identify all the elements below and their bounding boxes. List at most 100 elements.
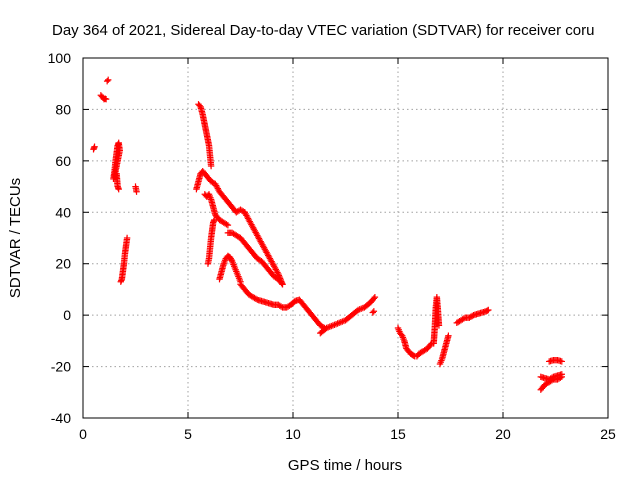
data-point-dense [352, 308, 359, 316]
data-point-dense [298, 299, 305, 306]
data-point-dense [346, 314, 353, 321]
data-point-dense [557, 357, 564, 365]
data-point-dense [209, 202, 216, 209]
data-point-dense [260, 260, 267, 267]
data-point-dense [220, 262, 227, 269]
y-tick-label: 60 [55, 153, 71, 169]
data-point-dense [201, 170, 208, 177]
data-point-dense [265, 299, 272, 307]
data-point-dense [236, 276, 243, 284]
series-s7 [195, 101, 215, 170]
data-point-dense [207, 161, 215, 168]
data-point-dense [277, 303, 285, 310]
series-s23 [546, 356, 565, 365]
data-point-dense [207, 194, 214, 201]
data-point-dense [114, 181, 121, 189]
data-point-dense [133, 186, 140, 194]
data-point-dense [234, 271, 241, 279]
series-s17 [394, 324, 435, 360]
data-point-dense [459, 316, 466, 323]
series-s13 [241, 209, 286, 288]
x-tick-label: 20 [495, 426, 511, 442]
series-s8 [193, 167, 248, 216]
data-point-dense [230, 261, 237, 268]
data-point-dense [239, 283, 246, 291]
data-point [485, 306, 492, 314]
axis-ticks: 0 5 10 15 20 25 -40 -20 0 20 40 60 80 100 [48, 50, 616, 442]
data-point-dense [196, 102, 203, 109]
data-point-dense [252, 252, 259, 260]
data-point-dense [194, 179, 202, 187]
data-point-dense [227, 229, 234, 237]
y-tick-label: 80 [55, 101, 71, 117]
data-point-dense [427, 341, 434, 348]
data-point-dense [302, 304, 309, 311]
data-point-dense [400, 335, 407, 343]
y-tick-label: 40 [55, 204, 71, 220]
data-marks [90, 76, 565, 393]
x-tick-label: 10 [285, 426, 301, 442]
data-point-dense [205, 175, 213, 183]
data-point-dense [123, 236, 131, 243]
chart-title: Day 364 of 2021, Sidereal Day-to-day VTE… [52, 22, 594, 39]
data-point-dense [548, 374, 556, 381]
data-point [105, 76, 112, 84]
series-s20 [453, 306, 492, 327]
x-axis-label: GPS time / hours [288, 457, 402, 474]
data-point-dense [228, 256, 235, 264]
data-point-dense [222, 196, 229, 203]
data-point-dense [557, 371, 564, 378]
data-point [103, 77, 111, 85]
data-point-dense [320, 326, 328, 334]
data-point-dense [273, 301, 281, 309]
data-point-dense [268, 270, 276, 278]
data-point-dense [217, 217, 225, 225]
data-point-dense [328, 322, 335, 330]
data-point-dense [232, 266, 239, 273]
data-point-dense [231, 206, 238, 213]
data-point-dense [261, 298, 268, 306]
data-point-dense [90, 144, 98, 152]
series-s18 [430, 293, 443, 347]
data-point [370, 308, 378, 315]
data-point-dense [310, 314, 318, 321]
data-point-dense [467, 313, 474, 321]
data-point-dense [114, 184, 122, 192]
data-point-dense [252, 295, 260, 303]
data-point-dense [426, 342, 433, 350]
data-point-dense [196, 172, 204, 179]
data-point-dense [442, 341, 450, 349]
data-point-dense [230, 230, 237, 237]
data-point-dense [218, 191, 225, 198]
data-point-dense [247, 247, 255, 255]
data-point-dense [282, 304, 289, 311]
series-s5 [117, 234, 131, 285]
y-tick-label: 0 [63, 307, 71, 323]
data-point-dense [318, 323, 325, 330]
data-point-dense [251, 294, 258, 302]
y-axis-label: SDTVAR / TECUs [7, 178, 24, 298]
data-point-dense [364, 301, 372, 308]
series-s9 [201, 191, 232, 229]
data-point-dense [410, 352, 417, 359]
data-point [369, 309, 376, 316]
y-tick-label: -40 [51, 410, 71, 426]
series-s3 [103, 76, 112, 85]
data-point-dense [199, 109, 206, 117]
x-tick-label: 25 [600, 426, 616, 442]
data-point-dense [223, 221, 230, 228]
data-point-dense [226, 201, 234, 208]
data-point-dense [274, 269, 281, 276]
data-point-dense [255, 256, 262, 263]
data-point-dense [243, 288, 250, 296]
series-s4 [110, 139, 123, 193]
data-point-dense [118, 277, 125, 284]
data-point-dense [227, 255, 234, 262]
data-point-dense [553, 372, 560, 380]
data-point-dense [464, 314, 472, 321]
y-tick-label: 20 [55, 256, 71, 272]
data-point-dense [469, 312, 476, 320]
data-point-dense [369, 296, 376, 303]
data-point-dense [247, 292, 254, 299]
